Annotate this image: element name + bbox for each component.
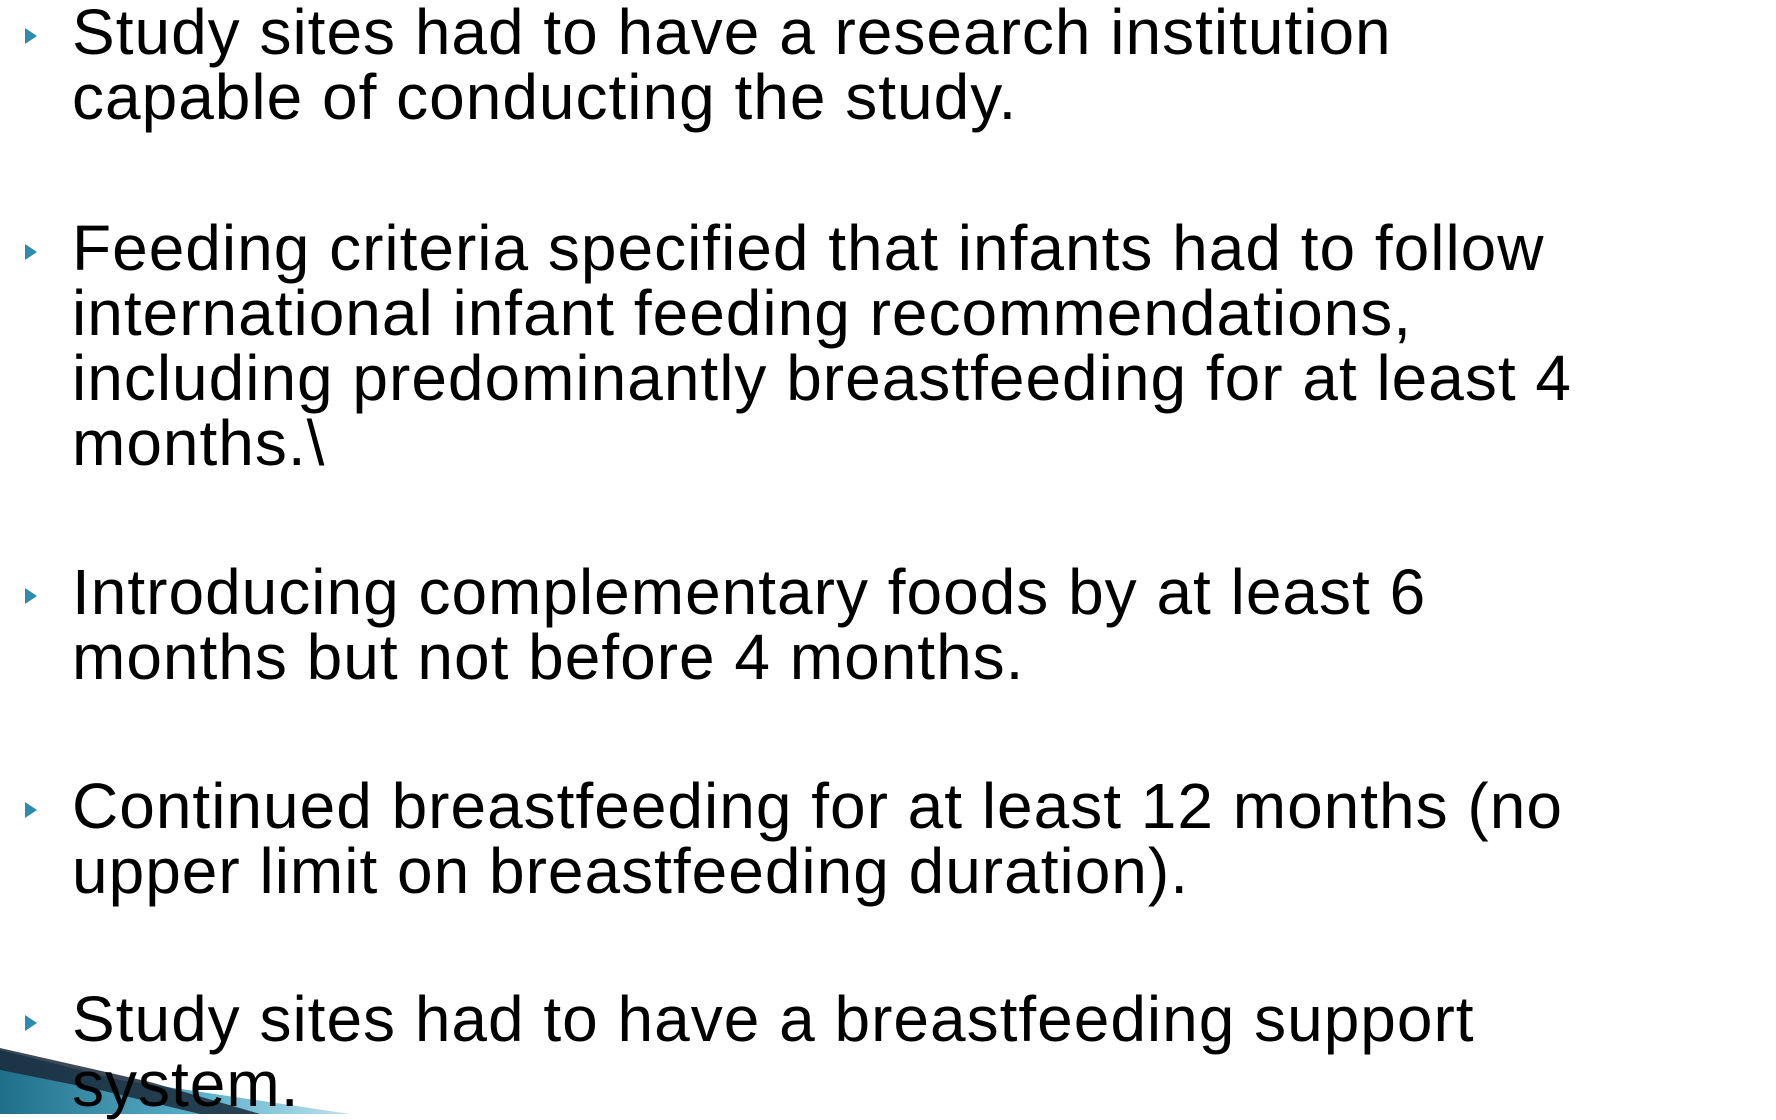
bullet-text: Introducing complementary foods by at le… (72, 556, 1427, 628)
bullet-text: Feeding criteria specified that infants … (72, 212, 1545, 284)
bullet-marker (25, 244, 37, 260)
bullet-text: Continued breastfeeding for at least 12 … (72, 770, 1563, 842)
bullet-marker (25, 588, 37, 604)
bullet-marker (25, 1015, 37, 1031)
bullet-marker (25, 802, 37, 818)
bullet-text: capable of conducting the study. (72, 61, 1018, 133)
bullet-marker (25, 28, 37, 44)
bullet-text: Study sites had to have a research insti… (72, 0, 1392, 68)
bullet-text: Study sites had to have a breastfeeding … (72, 983, 1475, 1055)
bullet-text: international infant feeding recommendat… (72, 277, 1413, 349)
bullet-text: upper limit on breastfeeding duration). (72, 835, 1189, 907)
corner-stripe (0, 1048, 260, 1114)
corner-shape (0, 1050, 350, 1114)
bullet-text: system. (72, 1048, 300, 1120)
bullet-text: including predominantly breastfeeding fo… (72, 342, 1572, 414)
bullet-text: months but not before 4 months. (72, 621, 1025, 693)
bullet-text: months.\ (72, 407, 326, 479)
